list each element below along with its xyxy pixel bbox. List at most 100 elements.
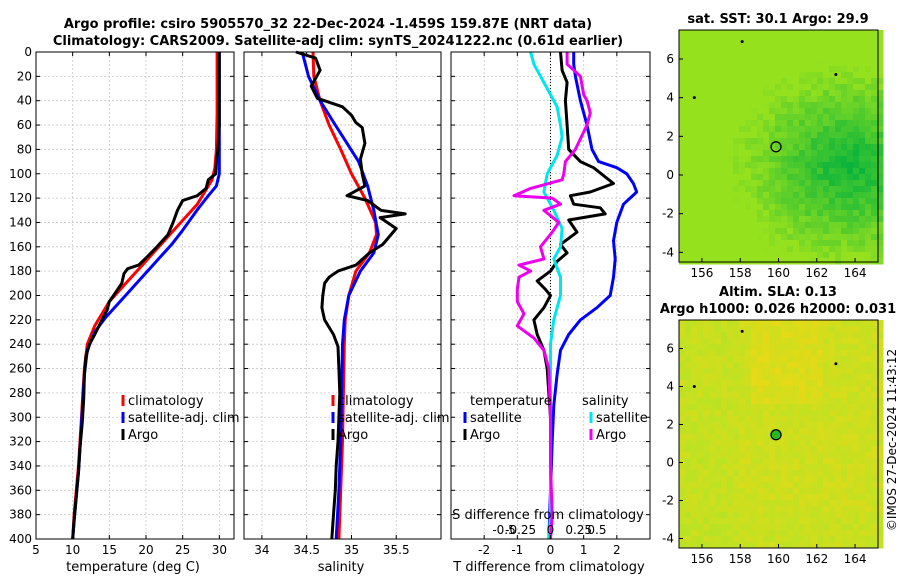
map-cell	[865, 78, 872, 85]
map-cell	[835, 410, 842, 417]
map-cell	[793, 416, 800, 423]
map-cell	[835, 488, 842, 495]
map-cell	[679, 380, 686, 387]
map-cell	[745, 252, 752, 259]
map-cell	[697, 168, 704, 175]
map-cell	[763, 96, 770, 103]
map-cell	[703, 234, 710, 241]
map-cell	[691, 54, 698, 61]
map-cell	[691, 66, 698, 73]
map-cell	[691, 344, 698, 351]
map-cell	[841, 458, 848, 465]
map-cell	[877, 338, 884, 345]
map-cell	[709, 440, 716, 447]
map-cell	[859, 356, 866, 363]
map-cell	[685, 332, 692, 339]
map-cell	[835, 198, 842, 205]
map-cell	[685, 78, 692, 85]
map-cell	[709, 96, 716, 103]
map-cell	[733, 120, 740, 127]
map-cell	[697, 132, 704, 139]
map-cell	[793, 326, 800, 333]
map-cell	[805, 392, 812, 399]
map-cell	[877, 344, 884, 351]
map-cell	[817, 332, 824, 339]
map-cell	[733, 246, 740, 253]
y-tick-label: 20	[17, 69, 32, 83]
map-cell	[859, 350, 866, 357]
map-cell	[733, 356, 740, 363]
map-cell	[877, 132, 884, 139]
map-cell	[727, 186, 734, 193]
map-cell	[811, 380, 818, 387]
map-cell	[787, 138, 794, 145]
map-cell	[829, 470, 836, 477]
map-cell	[823, 72, 830, 79]
map-cell	[679, 542, 686, 549]
map-cell	[841, 356, 848, 363]
map-cell	[703, 30, 710, 37]
map-cell	[865, 120, 872, 127]
map-cell	[733, 500, 740, 507]
map-cell	[841, 210, 848, 217]
map-cell	[787, 428, 794, 435]
map-cell	[817, 138, 824, 145]
map-cell	[835, 240, 842, 247]
map-cell	[859, 180, 866, 187]
map-cell	[793, 512, 800, 519]
map-cell	[739, 410, 746, 417]
map-cell	[703, 434, 710, 441]
map-cell	[865, 180, 872, 187]
map-cell	[727, 138, 734, 145]
map-cell	[763, 90, 770, 97]
map-cell	[775, 494, 782, 501]
map-cell	[775, 446, 782, 453]
map-cell	[877, 440, 884, 447]
map-cell	[757, 60, 764, 67]
map-cell	[859, 114, 866, 121]
map-cell	[733, 512, 740, 519]
map-cell	[817, 458, 824, 465]
map-cell	[685, 132, 692, 139]
map-cell	[775, 380, 782, 387]
map-cell	[745, 156, 752, 163]
map-cell	[685, 114, 692, 121]
map-cell	[739, 48, 746, 55]
map-cell	[727, 204, 734, 211]
map-cell	[709, 42, 716, 49]
map-cell	[811, 30, 818, 37]
map-cell	[757, 398, 764, 405]
map-cell	[775, 48, 782, 55]
map-cell	[697, 536, 704, 543]
map-cell	[697, 482, 704, 489]
map-cell	[817, 78, 824, 85]
map-cell	[841, 156, 848, 163]
map-cell	[739, 458, 746, 465]
map-cell	[739, 216, 746, 223]
map-cell	[805, 506, 812, 513]
map-cell	[691, 144, 698, 151]
map-cell	[775, 84, 782, 91]
map-cell	[679, 126, 686, 133]
map-cell	[691, 204, 698, 211]
map-cell	[877, 102, 884, 109]
map-cell	[721, 374, 728, 381]
map-cell	[787, 446, 794, 453]
map-cell	[793, 114, 800, 121]
map-cell	[697, 392, 704, 399]
map-cell	[829, 48, 836, 55]
map-cell	[829, 386, 836, 393]
map-cell	[709, 234, 716, 241]
map-cell	[859, 228, 866, 235]
map-cell	[865, 536, 872, 543]
map-cell	[853, 542, 860, 549]
map-cell	[799, 326, 806, 333]
map-cell	[853, 512, 860, 519]
map-cell	[811, 476, 818, 483]
map-cell	[745, 54, 752, 61]
map-cell	[793, 458, 800, 465]
map-cell	[739, 138, 746, 145]
map-cell	[787, 126, 794, 133]
map-cell	[799, 434, 806, 441]
map-cell	[793, 234, 800, 241]
